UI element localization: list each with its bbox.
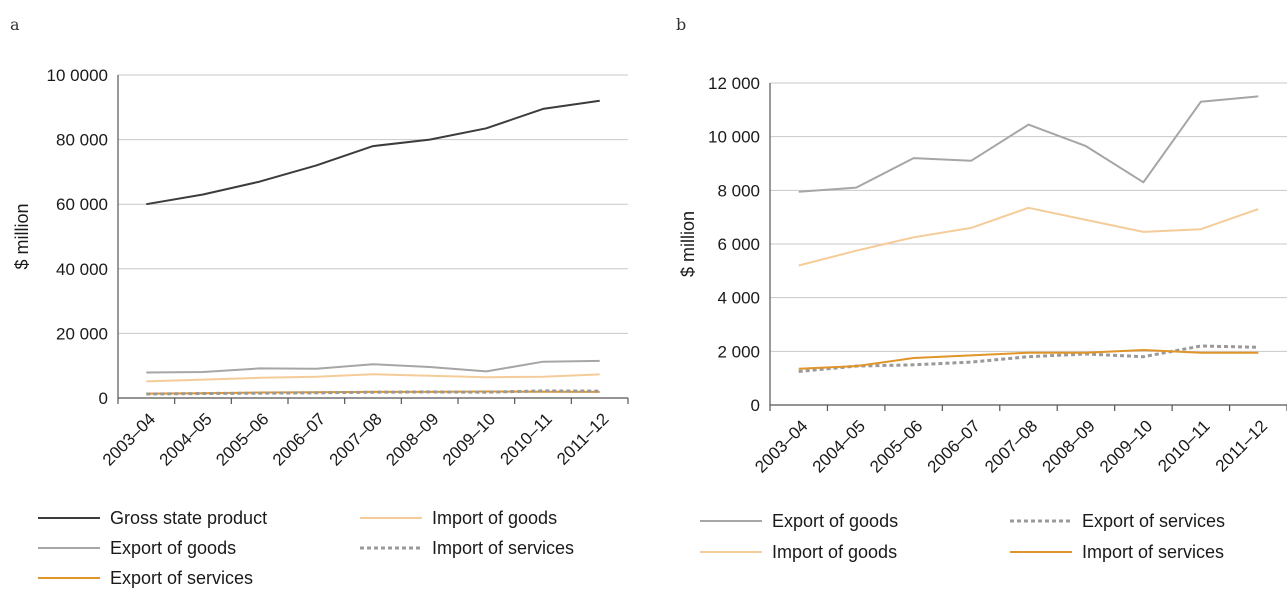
legend-label: Import of services xyxy=(1082,542,1224,562)
x-tick-label: 2010–11 xyxy=(1154,416,1213,475)
legend-label: Import of services xyxy=(432,538,574,558)
panel-b-letter: b xyxy=(676,15,686,34)
x-tick-label: 2003–04 xyxy=(99,409,159,469)
x-tick-label: 2006–07 xyxy=(924,416,984,476)
x-tick-label: 2004–05 xyxy=(156,409,216,469)
y-tick-label: 10 000 xyxy=(708,128,760,147)
panel-a-letter: a xyxy=(10,15,20,34)
y-tick-label: 20 000 xyxy=(56,324,108,343)
legend-label: Export of goods xyxy=(772,511,898,531)
y-tick-label: 0 xyxy=(99,389,108,408)
x-tick-label: 2011–12 xyxy=(1212,416,1271,475)
series-line xyxy=(799,96,1259,191)
y-tick-label: 4 000 xyxy=(717,289,760,308)
x-tick-label: 2009–10 xyxy=(1096,416,1156,476)
series-line xyxy=(146,361,599,373)
series-line xyxy=(799,350,1259,369)
legend-label: Import of goods xyxy=(432,508,557,528)
legend-label: Import of goods xyxy=(772,542,897,562)
panel-a-chart: 0 20 000 40 000 60 000 80 000 10 0000 $ millio… xyxy=(12,66,628,588)
y-axis-label: $ million xyxy=(12,203,32,269)
legend-label: Export of services xyxy=(1082,511,1225,531)
y-tick-label: 8 000 xyxy=(717,181,760,200)
series-line xyxy=(799,346,1259,372)
legend-label: Gross state product xyxy=(110,508,267,528)
x-tick-label: 2005–06 xyxy=(866,416,926,476)
series-line xyxy=(146,101,599,204)
y-tick-label: 0 xyxy=(751,396,760,415)
panel-b-chart: 0 2 000 4 000 6 000 8 000 10 000 12 000 $ milli… xyxy=(678,74,1287,562)
y-tick-label: 12 000 xyxy=(708,74,760,93)
x-tick-label: 2006–07 xyxy=(269,409,329,469)
x-tick-label: 2011–12 xyxy=(553,409,612,468)
x-tick-label: 2004–05 xyxy=(809,416,869,476)
x-tick-label: 2008–09 xyxy=(1039,416,1099,476)
x-tick-label: 2007–08 xyxy=(326,409,386,469)
y-tick-label: 10 0000 xyxy=(47,66,108,85)
series-line xyxy=(146,374,599,381)
x-tick-label: 2008–09 xyxy=(382,409,442,469)
y-tick-label: 6 000 xyxy=(717,235,760,254)
y-tick-label: 60 000 xyxy=(56,195,108,214)
y-tick-label: 80 000 xyxy=(56,131,108,150)
x-tick-label: 2010–11 xyxy=(496,409,555,468)
x-tick-label: 2005–06 xyxy=(212,409,272,469)
y-tick-label: 40 000 xyxy=(56,260,108,279)
series-line xyxy=(799,208,1259,266)
x-tick-label: 2003–04 xyxy=(751,416,811,476)
y-axis-label: $ million xyxy=(678,211,698,277)
y-tick-label: 2 000 xyxy=(717,342,760,361)
x-tick-label: 2009–10 xyxy=(439,409,499,469)
legend-label: Export of goods xyxy=(110,538,236,558)
x-tick-label: 2007–08 xyxy=(981,416,1041,476)
legend-label: Export of services xyxy=(110,568,253,588)
